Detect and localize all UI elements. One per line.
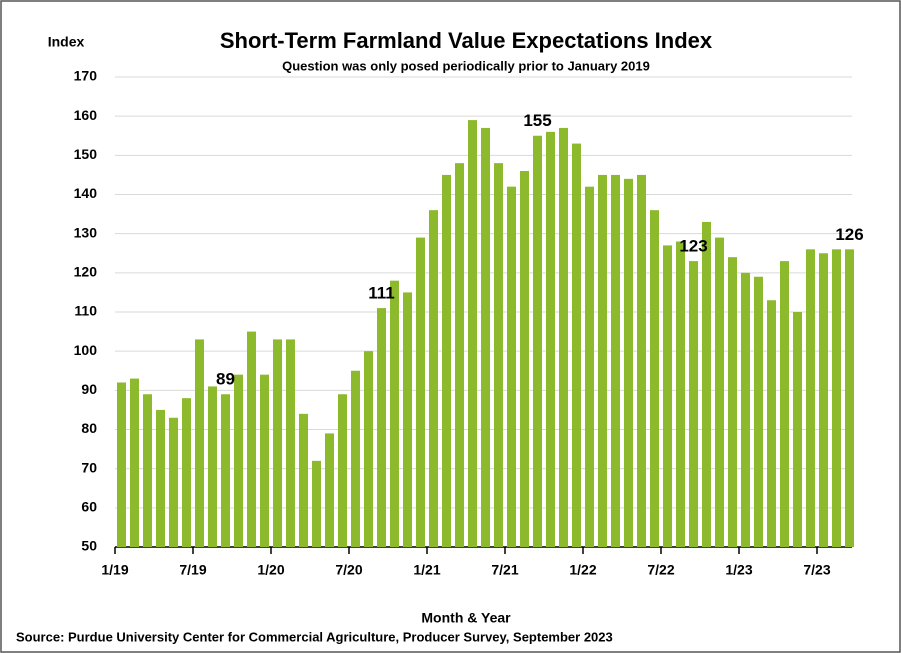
bar	[468, 120, 477, 547]
bar	[221, 394, 230, 547]
bar	[455, 163, 464, 547]
bar	[663, 245, 672, 547]
bar	[741, 272, 750, 547]
y-tick-label: 160	[74, 107, 98, 123]
bar	[780, 261, 789, 547]
y-tick-label: 70	[81, 459, 97, 475]
bar	[481, 127, 490, 548]
bar	[598, 174, 607, 547]
bar	[299, 413, 308, 547]
data-label: 123	[679, 237, 707, 256]
bar	[533, 135, 542, 547]
bar	[377, 308, 386, 547]
data-label: 155	[523, 111, 551, 130]
y-tick-label: 140	[74, 185, 98, 201]
bar	[403, 292, 412, 547]
source-note: Source: Purdue University Center for Com…	[16, 629, 613, 644]
bar	[572, 143, 581, 548]
x-tick-label: 7/20	[335, 562, 362, 578]
bar	[442, 174, 451, 547]
bar	[351, 370, 360, 547]
chart-title: Short-Term Farmland Value Expectations I…	[220, 28, 713, 53]
data-label: 126	[835, 225, 863, 244]
chart-subtitle: Question was only posed periodically pri…	[282, 58, 650, 73]
bar	[195, 339, 204, 547]
y-tick-label: 80	[81, 420, 97, 436]
bar	[546, 131, 555, 548]
bar	[208, 386, 217, 547]
bar	[156, 409, 165, 547]
bar	[390, 280, 399, 547]
bar	[559, 127, 568, 548]
y-tick-label: 100	[74, 342, 98, 358]
bar	[273, 339, 282, 547]
bar	[637, 174, 646, 547]
bar	[728, 257, 737, 547]
bar	[260, 374, 269, 547]
bar	[832, 249, 841, 548]
x-axis-label: Month & Year	[421, 610, 511, 626]
data-label: 89	[216, 370, 235, 389]
bar	[312, 460, 321, 547]
bar	[650, 210, 659, 547]
bar	[494, 163, 503, 547]
y-axis-label: Index	[48, 34, 85, 50]
bar	[429, 210, 438, 547]
bar	[585, 186, 594, 547]
x-tick-label: 7/21	[491, 562, 518, 578]
y-tick-label: 120	[74, 264, 98, 280]
y-tick-label: 60	[81, 499, 97, 515]
x-tick-label: 1/21	[413, 562, 440, 578]
bar	[117, 382, 126, 547]
bar	[507, 186, 516, 547]
bar	[806, 249, 815, 548]
y-tick-label: 110	[74, 303, 97, 319]
bar	[520, 171, 529, 547]
bar	[793, 312, 802, 547]
y-tick-label: 150	[74, 146, 98, 162]
x-tick-label: 7/23	[803, 562, 830, 578]
bar	[143, 394, 152, 547]
bar	[754, 276, 763, 547]
x-tick-label: 1/23	[725, 562, 752, 578]
data-label: 111	[368, 284, 395, 303]
bar	[611, 174, 620, 547]
bar	[416, 237, 425, 548]
y-tick-label: 50	[81, 538, 97, 554]
bar	[169, 417, 178, 547]
x-tick-label: 7/22	[647, 562, 674, 578]
bar	[234, 374, 243, 547]
y-tick-label: 90	[81, 381, 97, 397]
bar	[624, 178, 633, 548]
y-tick-label: 130	[74, 224, 98, 240]
bar	[819, 253, 828, 547]
x-tick-label: 7/19	[179, 562, 206, 578]
bar	[715, 237, 724, 548]
bar	[845, 249, 854, 548]
x-tick-label: 1/20	[257, 562, 284, 578]
bar	[286, 339, 295, 547]
x-tick-label: 1/22	[569, 562, 596, 578]
bar	[364, 351, 373, 547]
bar	[702, 221, 711, 547]
bar	[130, 378, 139, 547]
bar	[182, 398, 191, 547]
bar	[247, 331, 256, 547]
x-tick-label: 1/19	[101, 562, 128, 578]
bar	[767, 300, 776, 547]
bar	[676, 241, 685, 547]
y-tick-label: 170	[74, 68, 98, 84]
bar	[689, 261, 698, 547]
bar	[338, 394, 347, 547]
bar	[325, 433, 334, 547]
